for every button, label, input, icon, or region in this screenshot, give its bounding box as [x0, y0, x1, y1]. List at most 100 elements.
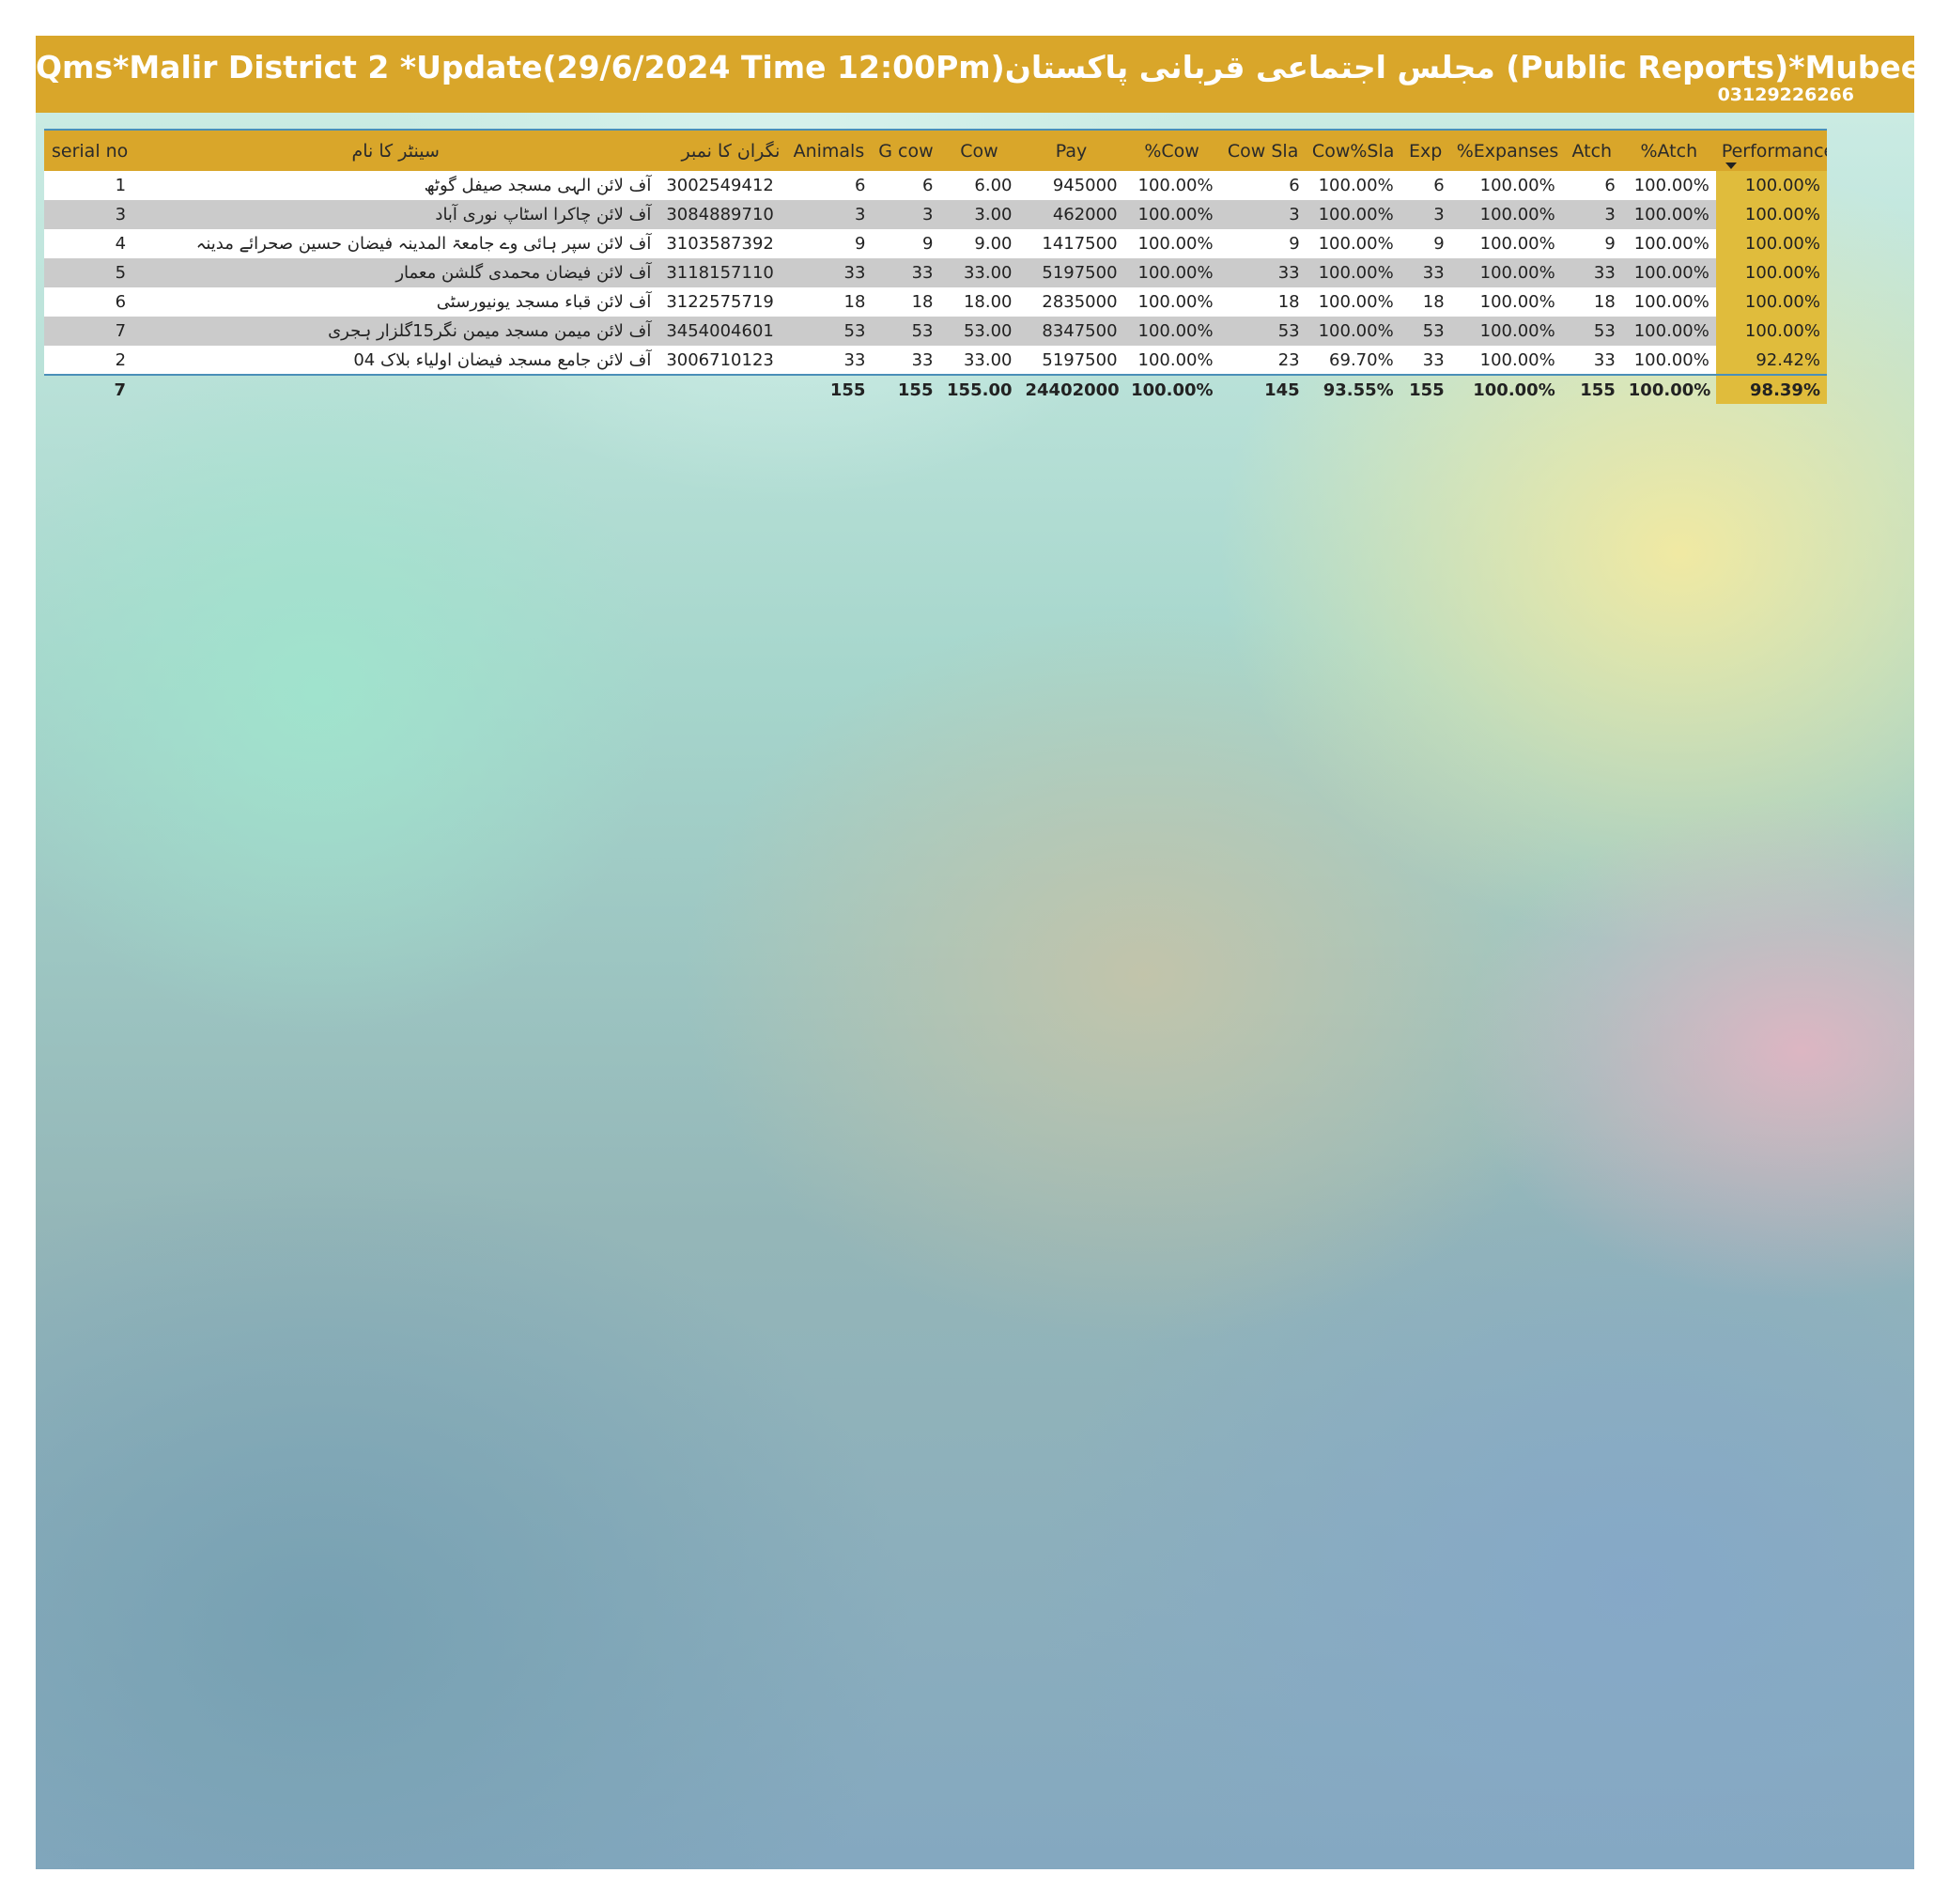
cell-exp: 33: [1400, 346, 1451, 376]
cell-atch: 9: [1604, 234, 1616, 254]
sort-descending-icon[interactable]: [1725, 163, 1737, 169]
cell-cow: 33.00: [963, 263, 1013, 283]
title-bar: Qms*Malir District 2 *Update(29/6/2024 T…: [36, 36, 1914, 113]
column-header-g-cow[interactable]: G cow: [872, 129, 940, 171]
cell-pct-atch: 100.00%: [1633, 292, 1709, 312]
column-header-cow[interactable]: Cow: [939, 129, 1019, 171]
cell-center-name: آف لائن الہی مسجد صیفل گوٹھ: [424, 176, 652, 195]
cell-g-cow: 3: [922, 205, 934, 224]
column-header-pay[interactable]: Pay: [1018, 129, 1124, 171]
table-row[interactable]: 2 آف لائن جامع مسجد فیضان اولیاء بلاک 04 3…: [44, 346, 1827, 376]
cell-pct-atch: 100.00%: [1633, 176, 1709, 195]
cell-pct-atch: 100.00%: [1633, 234, 1709, 254]
cell-center-name: آف لائن سپر ہائی وے جامعۃ المدینہ فیضان …: [195, 234, 652, 254]
column-header-animals[interactable]: Animals: [785, 129, 873, 171]
column-header-cow-sla[interactable]: Cow Sla: [1219, 129, 1307, 171]
cell-pct-cow: 100.00%: [1137, 321, 1214, 341]
total-pct-expanses: 100.00%: [1473, 379, 1555, 400]
total-pct-cow: 100.00%: [1131, 379, 1214, 400]
report-table-container: serial no سینٹر کا نام نگران کا نمبر Ani…: [44, 129, 1827, 404]
cell-atch: 53: [1593, 321, 1616, 341]
total-exp: 155: [1409, 379, 1445, 400]
cell-cow-pct-sla: 100.00%: [1318, 263, 1394, 283]
cell-animals: 3: [854, 205, 866, 224]
cell-pay: 945000: [1052, 176, 1118, 195]
cell-cow-pct-sla: 69.70%: [1306, 346, 1400, 376]
cell-serial-no: 1: [115, 176, 127, 195]
cell-pct-expanses: 100.00%: [1479, 234, 1555, 254]
cell-pay: 5197500: [1042, 263, 1118, 283]
cell-pay: 1417500: [1042, 234, 1118, 254]
cell-center-name: آف لائن فیضان محمدی گلشن معمار: [395, 263, 652, 283]
cell-exp: 9: [1433, 234, 1445, 254]
cell-cow-sla: 33: [1277, 263, 1300, 283]
cell-pay: 5197500: [1018, 346, 1124, 376]
column-header-pct-expanses[interactable]: %Expanses: [1450, 129, 1562, 171]
cell-pay: 8347500: [1042, 321, 1118, 341]
column-header-pct-atch[interactable]: %Atch: [1621, 129, 1716, 171]
cell-center-name: آف لائن چاکرا اسٹاپ نوری آباد: [435, 205, 652, 224]
cell-center-name: آف لائن جامع مسجد فیضان اولیاء بلاک 04: [132, 346, 659, 376]
cell-performance: 100.00%: [1715, 317, 1827, 346]
cell-cow-pct-sla: 100.00%: [1318, 176, 1394, 195]
table-row[interactable]: 4 آف لائن سپر ہائی وے جامعۃ المدینہ فیضان…: [44, 229, 1827, 258]
column-header-cow-pct-sla[interactable]: Cow%Sla: [1306, 129, 1400, 171]
report-title: Qms*Malir District 2 *Update(29/6/2024 T…: [36, 49, 1914, 85]
cell-cow-sla: 53: [1277, 321, 1300, 341]
table-row[interactable]: 6 آف لائن قباء مسجد یونیورسٹی 3122575719 18…: [44, 287, 1827, 317]
cell-serial-no: 6: [115, 292, 127, 312]
column-header-serial-no[interactable]: serial no: [44, 129, 133, 171]
cell-pct-expanses: 100.00%: [1450, 346, 1562, 376]
cell-cow: 6.00: [974, 176, 1013, 195]
column-header-atch[interactable]: Atch: [1561, 129, 1622, 171]
cell-cow-pct-sla: 100.00%: [1318, 205, 1394, 224]
table-header-row: serial no سینٹر کا نام نگران کا نمبر Ani…: [44, 129, 1827, 171]
column-header-supervisor-number[interactable]: نگران کا نمبر: [658, 129, 786, 171]
totals-row: 7 155 155 155.00 24402000 100.00% 145 93.55% 155…: [44, 375, 1827, 404]
column-header-pct-cow[interactable]: %Cow: [1123, 129, 1220, 171]
table-row[interactable]: 3 آف لائن چاکرا اسٹاپ نوری آباد 3084889710…: [44, 200, 1827, 229]
cell-cow-sla: 23: [1219, 346, 1307, 376]
cell-animals: 33: [843, 263, 866, 283]
contact-phone: 03129226266: [1717, 85, 1854, 105]
cell-g-cow: 18: [911, 292, 934, 312]
total-pay: 24402000: [1025, 379, 1120, 400]
table-row[interactable]: 1 آف لائن الہی مسجد صیفل گوٹھ 3002549412 6 6…: [44, 171, 1827, 200]
cell-exp: 33: [1422, 263, 1445, 283]
cell-pct-atch: 100.00%: [1633, 205, 1709, 224]
cell-supervisor-number: 3002549412: [666, 176, 774, 195]
cell-pct-atch: 100.00%: [1633, 263, 1709, 283]
cell-g-cow: 33: [911, 263, 934, 283]
cell-serial-no: 7: [115, 321, 127, 341]
total-cow-sla: 145: [1264, 379, 1300, 400]
cell-cow-sla: 9: [1289, 234, 1300, 254]
table-row[interactable]: 5 آف لائن فیضان محمدی گلشن معمار 311815711…: [44, 258, 1827, 287]
cell-supervisor-number: 3084889710: [666, 205, 774, 224]
cell-supervisor-number: 3006710123: [658, 346, 786, 376]
cell-pay: 2835000: [1042, 292, 1118, 312]
column-header-performance[interactable]: Performance: [1715, 129, 1827, 171]
cell-performance: 100.00%: [1715, 171, 1827, 200]
cell-pct-cow: 100.00%: [1137, 292, 1214, 312]
cell-animals: 33: [785, 346, 873, 376]
table-row[interactable]: 7 آف لائن میمن مسجد میمن نگر15گلزار ہجری 3…: [44, 317, 1827, 346]
cell-atch: 6: [1604, 176, 1616, 195]
cell-pay: 462000: [1052, 205, 1118, 224]
total-atch: 155: [1580, 379, 1616, 400]
table-body: 1 آف لائن الہی مسجد صیفل گوٹھ 3002549412 6 6…: [44, 171, 1827, 376]
cell-cow: 33.00: [939, 346, 1019, 376]
cell-pct-cow: 100.00%: [1123, 346, 1220, 376]
total-center-name: [132, 375, 658, 404]
cell-cow: 9.00: [974, 234, 1013, 254]
cell-atch: 33: [1593, 263, 1616, 283]
cell-exp: 6: [1433, 176, 1445, 195]
cell-cow-pct-sla: 100.00%: [1318, 321, 1394, 341]
cell-pct-expanses: 100.00%: [1479, 321, 1555, 341]
cell-pct-expanses: 100.00%: [1479, 292, 1555, 312]
column-header-center-name[interactable]: سینٹر کا نام: [132, 129, 659, 171]
cell-pct-expanses: 100.00%: [1479, 205, 1555, 224]
column-header-exp[interactable]: Exp: [1400, 129, 1451, 171]
cell-exp: 53: [1422, 321, 1445, 341]
cell-cow-sla: 18: [1277, 292, 1300, 312]
total-supervisor-number: [658, 375, 785, 404]
